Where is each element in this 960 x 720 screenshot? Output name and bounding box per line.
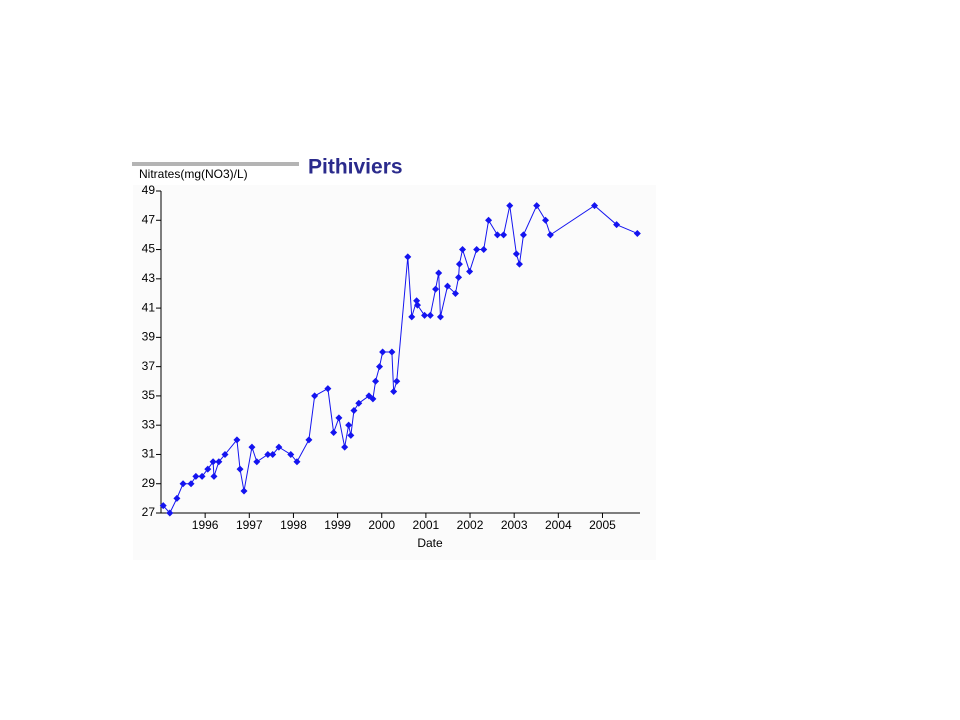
data-point bbox=[466, 268, 474, 275]
data-point bbox=[253, 458, 261, 466]
data-point bbox=[166, 509, 174, 517]
data-point bbox=[506, 202, 514, 210]
x-tick-label: 2004 bbox=[545, 518, 572, 532]
data-point bbox=[233, 436, 241, 444]
data-point bbox=[159, 502, 167, 510]
data-point bbox=[455, 260, 463, 268]
data-point bbox=[311, 392, 319, 400]
data-point bbox=[519, 231, 527, 239]
data-point bbox=[350, 407, 358, 415]
data-point bbox=[236, 465, 244, 473]
data-point bbox=[379, 348, 387, 356]
data-point bbox=[473, 246, 481, 254]
data-point bbox=[493, 231, 501, 239]
data-point bbox=[198, 472, 206, 480]
data-point bbox=[413, 301, 421, 309]
data-point bbox=[444, 282, 452, 290]
data-point bbox=[459, 246, 467, 254]
data-point bbox=[421, 311, 429, 319]
y-tick-label: 41 bbox=[142, 300, 156, 314]
data-point bbox=[287, 450, 295, 458]
data-point bbox=[179, 480, 187, 488]
data-point bbox=[404, 253, 412, 261]
data-point bbox=[293, 458, 301, 466]
data-point bbox=[451, 289, 459, 297]
data-point bbox=[209, 458, 217, 466]
header-bar bbox=[132, 162, 299, 166]
data-point bbox=[355, 399, 363, 407]
data-point bbox=[324, 385, 332, 393]
x-tick-label: 1996 bbox=[192, 518, 219, 532]
y-tick-label: 37 bbox=[142, 359, 156, 373]
x-tick-label: 1997 bbox=[236, 518, 263, 532]
x-tick-label: 1998 bbox=[280, 518, 307, 532]
y-tick-label: 35 bbox=[142, 388, 156, 402]
data-point bbox=[305, 436, 313, 444]
chart-title: Pithiviers bbox=[308, 156, 403, 179]
data-point bbox=[204, 465, 212, 473]
data-point bbox=[187, 480, 195, 488]
data-point bbox=[613, 221, 621, 229]
data-point bbox=[264, 450, 272, 458]
data-point bbox=[500, 231, 508, 239]
data-point bbox=[413, 297, 421, 305]
data-point bbox=[335, 414, 343, 422]
data-point bbox=[480, 246, 488, 254]
y-tick-label: 45 bbox=[142, 242, 156, 256]
data-point bbox=[269, 450, 277, 458]
x-axis-label: Date bbox=[417, 536, 443, 550]
chart-background bbox=[133, 185, 656, 560]
data-point bbox=[372, 377, 380, 385]
data-point bbox=[210, 472, 218, 480]
y-tick-label: 33 bbox=[142, 417, 156, 431]
data-point bbox=[426, 311, 434, 319]
data-point bbox=[330, 429, 338, 436]
x-tick-label: 2005 bbox=[589, 518, 616, 532]
data-point bbox=[345, 421, 353, 429]
data-point bbox=[388, 348, 396, 356]
data-point bbox=[347, 431, 355, 439]
data-point bbox=[455, 273, 463, 281]
data-point bbox=[376, 363, 384, 371]
y-tick-label: 43 bbox=[142, 271, 156, 285]
x-tick-label: 1999 bbox=[324, 518, 351, 532]
data-point bbox=[436, 313, 444, 321]
x-tick-label: 2002 bbox=[457, 518, 484, 532]
y-tick-label: 31 bbox=[142, 447, 156, 461]
data-point bbox=[192, 472, 200, 480]
data-point bbox=[341, 443, 349, 451]
data-point bbox=[390, 388, 398, 396]
data-point bbox=[512, 250, 520, 258]
x-tick-label: 2003 bbox=[501, 518, 528, 532]
y-tick-label: 47 bbox=[142, 212, 156, 226]
data-point bbox=[248, 443, 256, 451]
y-tick-label: 39 bbox=[142, 330, 156, 344]
data-point bbox=[485, 216, 493, 224]
data-point bbox=[369, 395, 377, 403]
data-point bbox=[221, 450, 229, 458]
data-point bbox=[591, 202, 599, 210]
data-point bbox=[542, 216, 550, 224]
data-point bbox=[393, 377, 401, 385]
data-point bbox=[533, 202, 541, 210]
x-tick-label: 2001 bbox=[413, 518, 440, 532]
data-point bbox=[173, 494, 181, 502]
data-point bbox=[215, 458, 223, 466]
y-tick-label: 49 bbox=[142, 183, 156, 197]
data-point bbox=[432, 285, 440, 293]
data-point bbox=[408, 313, 416, 321]
data-point bbox=[240, 487, 248, 495]
data-point bbox=[435, 269, 443, 277]
data-point bbox=[515, 260, 523, 268]
data-line bbox=[162, 204, 638, 514]
x-tick-label: 2000 bbox=[368, 518, 395, 532]
y-axis-label: Nitrates(mg(NO3)/L) bbox=[139, 167, 248, 181]
data-point bbox=[633, 229, 641, 237]
y-tick-label: 27 bbox=[142, 505, 156, 519]
y-tick-label: 29 bbox=[142, 476, 156, 490]
data-point bbox=[546, 231, 554, 239]
data-point bbox=[275, 443, 283, 451]
